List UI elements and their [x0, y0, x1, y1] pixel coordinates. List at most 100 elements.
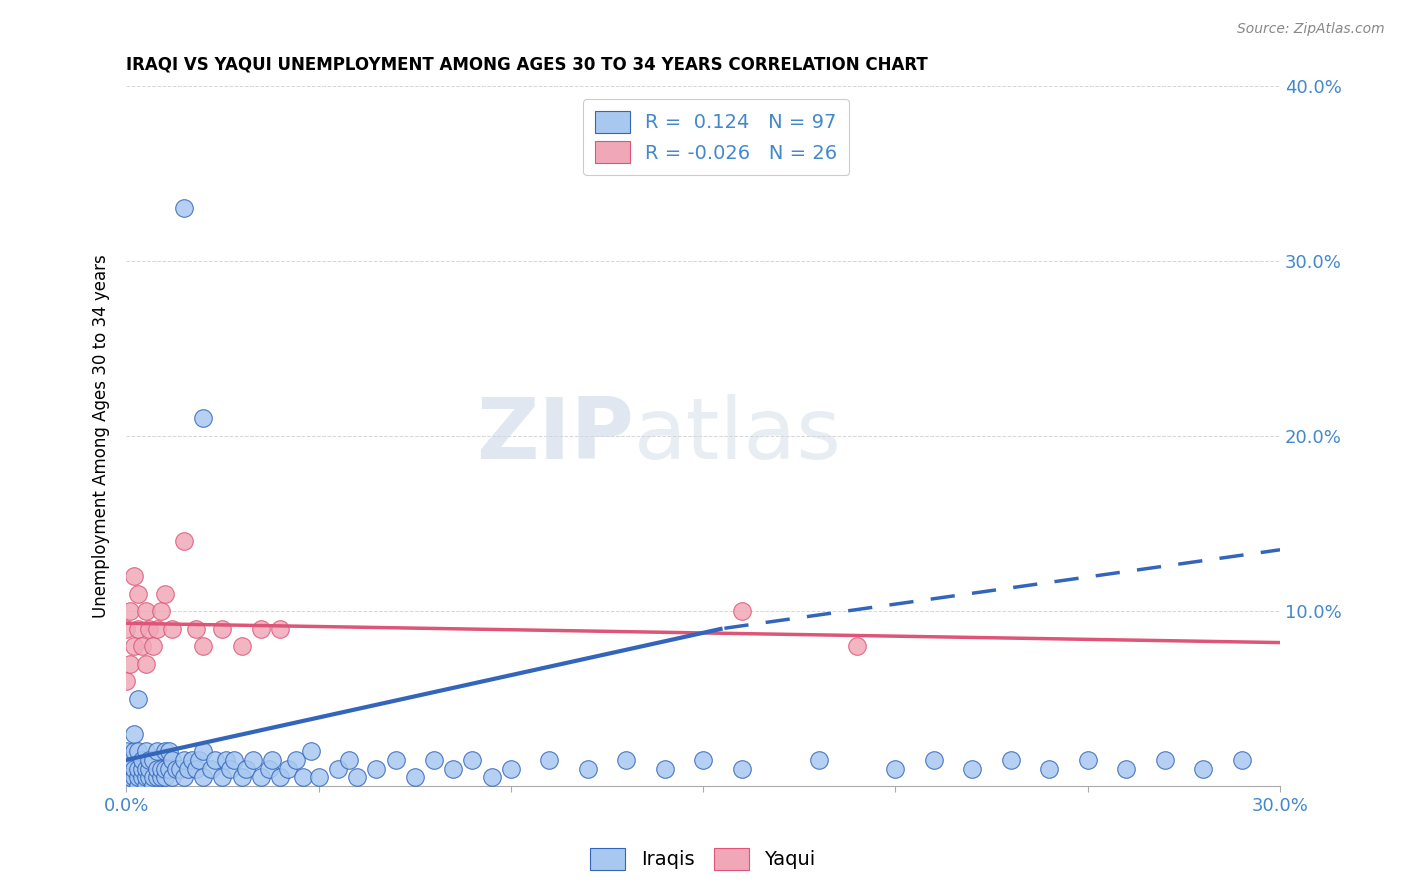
- Point: [153, 771, 176, 785]
- Point: [146, 622, 169, 636]
- Point: [654, 762, 676, 776]
- Point: [1230, 753, 1253, 767]
- Point: [142, 753, 165, 767]
- Point: [366, 762, 388, 776]
- Point: [135, 744, 157, 758]
- Point: [250, 622, 273, 636]
- Point: [242, 753, 264, 767]
- Point: [180, 753, 202, 767]
- Point: [200, 762, 222, 776]
- Point: [115, 771, 138, 785]
- Point: [149, 604, 172, 618]
- Point: [127, 762, 149, 776]
- Point: [127, 771, 149, 785]
- Point: [188, 753, 211, 767]
- Point: [481, 771, 503, 785]
- Point: [138, 753, 160, 767]
- Point: [538, 753, 561, 767]
- Point: [153, 744, 176, 758]
- Point: [127, 691, 149, 706]
- Point: [299, 744, 322, 758]
- Point: [692, 753, 714, 767]
- Point: [211, 771, 233, 785]
- Point: [115, 674, 138, 689]
- Point: [162, 753, 184, 767]
- Point: [142, 779, 165, 793]
- Point: [308, 771, 330, 785]
- Point: [122, 726, 145, 740]
- Point: [135, 604, 157, 618]
- Point: [122, 569, 145, 583]
- Text: atlas: atlas: [634, 394, 842, 477]
- Point: [162, 622, 184, 636]
- Point: [122, 762, 145, 776]
- Point: [219, 762, 242, 776]
- Point: [346, 771, 368, 785]
- Point: [211, 622, 233, 636]
- Point: [173, 753, 195, 767]
- Point: [157, 744, 180, 758]
- Point: [1000, 753, 1022, 767]
- Point: [184, 622, 207, 636]
- Point: [922, 753, 945, 767]
- Point: [576, 762, 599, 776]
- Point: [215, 753, 238, 767]
- Point: [292, 771, 315, 785]
- Point: [441, 762, 464, 776]
- Point: [730, 604, 752, 618]
- Point: [135, 779, 157, 793]
- Point: [1115, 762, 1137, 776]
- Point: [884, 762, 907, 776]
- Point: [138, 762, 160, 776]
- Point: [231, 771, 253, 785]
- Point: [146, 744, 169, 758]
- Point: [135, 657, 157, 671]
- Point: [173, 534, 195, 549]
- Point: [173, 771, 195, 785]
- Point: [846, 639, 869, 653]
- Point: [131, 639, 153, 653]
- Point: [127, 586, 149, 600]
- Point: [193, 771, 215, 785]
- Point: [138, 622, 160, 636]
- Point: [138, 771, 160, 785]
- Point: [122, 639, 145, 653]
- Point: [193, 411, 215, 425]
- Point: [277, 762, 299, 776]
- Point: [120, 771, 142, 785]
- Point: [115, 762, 138, 776]
- Point: [404, 771, 426, 785]
- Point: [120, 779, 142, 793]
- Point: [1077, 753, 1099, 767]
- Point: [257, 762, 280, 776]
- Point: [127, 779, 149, 793]
- Point: [149, 762, 172, 776]
- Point: [173, 202, 195, 216]
- Point: [499, 762, 522, 776]
- Point: [162, 771, 184, 785]
- Point: [131, 753, 153, 767]
- Point: [122, 771, 145, 785]
- Point: [807, 753, 830, 767]
- Point: [120, 604, 142, 618]
- Point: [1038, 762, 1060, 776]
- Point: [222, 753, 245, 767]
- Point: [165, 762, 187, 776]
- Point: [127, 622, 149, 636]
- Point: [120, 657, 142, 671]
- Point: [326, 762, 349, 776]
- Point: [131, 771, 153, 785]
- Point: [269, 622, 291, 636]
- Point: [177, 762, 200, 776]
- Point: [337, 753, 360, 767]
- Legend: R =  0.124   N = 97, R = -0.026   N = 26: R = 0.124 N = 97, R = -0.026 N = 26: [583, 99, 849, 175]
- Point: [193, 639, 215, 653]
- Point: [115, 622, 138, 636]
- Point: [193, 744, 215, 758]
- Point: [184, 762, 207, 776]
- Point: [120, 762, 142, 776]
- Point: [146, 771, 169, 785]
- Point: [153, 586, 176, 600]
- Point: [131, 762, 153, 776]
- Point: [149, 771, 172, 785]
